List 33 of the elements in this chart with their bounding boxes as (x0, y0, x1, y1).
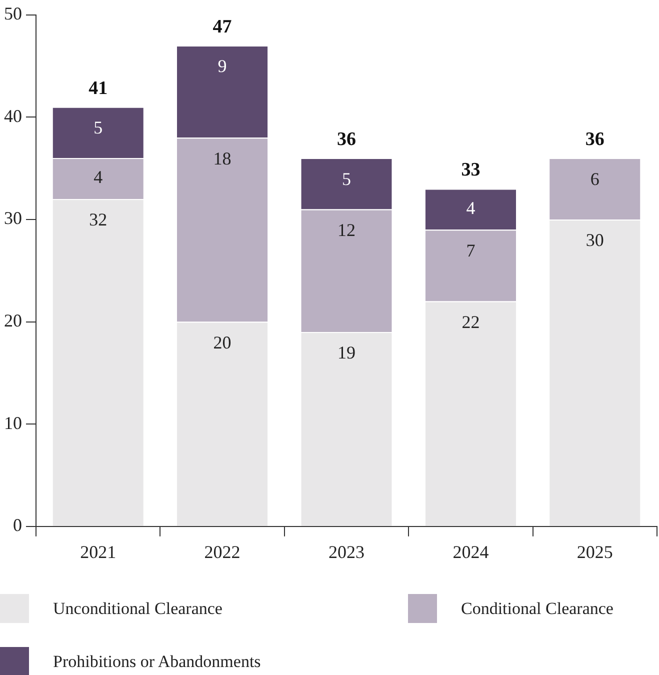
data-label: 5 (94, 118, 103, 138)
x-tick-label: 2022 (204, 542, 240, 562)
data-label: 19 (338, 342, 356, 363)
legend-label: Prohibitions or Abandonments (53, 652, 261, 672)
legend-label: Unconditional Clearance (53, 598, 222, 618)
data-label: 32 (89, 210, 108, 230)
data-label: 4 (466, 198, 476, 218)
data-label: 9 (218, 56, 227, 76)
data-label: 5 (342, 168, 351, 189)
total-label: 36 (337, 128, 356, 150)
y-tick-label: 30 (4, 208, 22, 228)
data-label: 30 (586, 230, 604, 250)
x-tick-label: 2024 (452, 542, 489, 562)
total-label: 41 (88, 78, 108, 99)
total-label: 33 (461, 160, 480, 181)
total-label: 47 (212, 16, 232, 38)
x-tick-label: 2025 (576, 542, 613, 562)
y-tick-label: 10 (4, 412, 22, 433)
y-tick-label: 40 (4, 106, 22, 126)
data-label: 6 (590, 168, 600, 189)
data-label: 7 (466, 240, 476, 260)
y-tick-label: 20 (4, 310, 22, 330)
y-tick-label: 50 (4, 4, 22, 24)
x-tick-label: 2021 (80, 542, 116, 562)
data-label: 12 (338, 220, 356, 240)
total-label: 36 (585, 128, 604, 150)
y-tick-label: 0 (13, 515, 22, 536)
legend-label: Conditional Clearance (461, 598, 614, 618)
data-label: 20 (213, 332, 232, 352)
data-label: 4 (94, 167, 103, 188)
data-label: 18 (213, 148, 232, 168)
data-label: 22 (462, 312, 480, 332)
x-tick-label: 2023 (328, 542, 364, 562)
